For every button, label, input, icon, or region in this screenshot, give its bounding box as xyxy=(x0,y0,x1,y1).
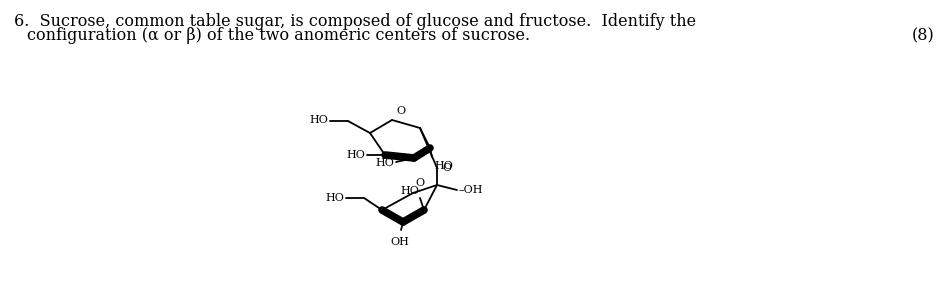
Text: O: O xyxy=(415,178,424,188)
Text: HO: HO xyxy=(326,193,344,203)
Text: (8): (8) xyxy=(912,27,935,44)
Text: HO: HO xyxy=(346,150,365,160)
Text: OH: OH xyxy=(391,237,409,247)
Text: HO: HO xyxy=(375,158,394,168)
Text: HO: HO xyxy=(309,115,328,125)
Text: –OH: –OH xyxy=(459,185,483,195)
Text: HO: HO xyxy=(400,186,419,196)
Text: HO: HO xyxy=(434,161,453,171)
Text: 6.  Sucrose, common table sugar, is composed of glucose and fructose.  Identify : 6. Sucrose, common table sugar, is compo… xyxy=(14,13,697,30)
Text: O: O xyxy=(396,106,405,116)
Text: configuration (α or β) of the two anomeric centers of sucrose.: configuration (α or β) of the two anomer… xyxy=(27,27,530,44)
Text: O: O xyxy=(442,163,451,173)
